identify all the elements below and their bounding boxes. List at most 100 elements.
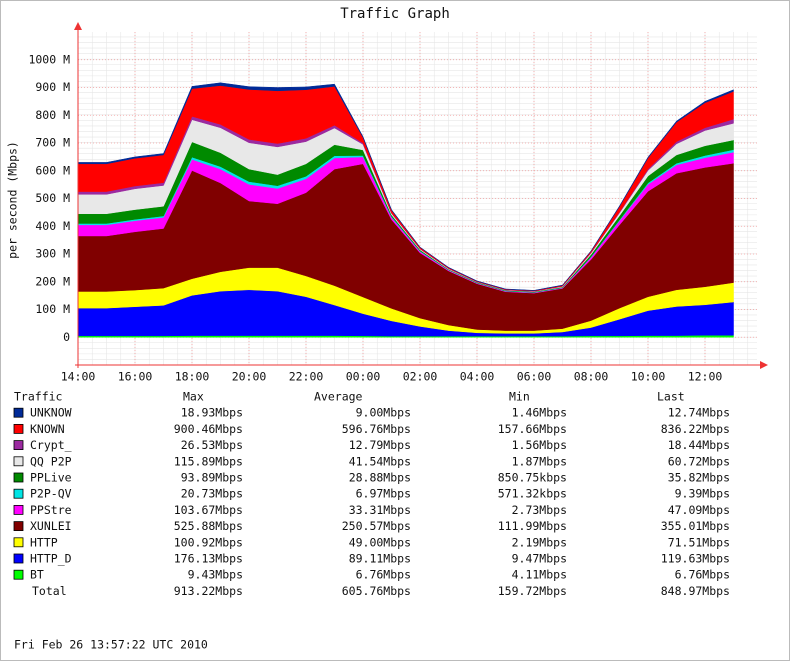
legend-label: BT [30, 568, 44, 582]
table-cell: 355.01Mbps [661, 519, 730, 533]
table-cell: 111.99Mbps [498, 519, 567, 533]
y-axis-label: per second (Mbps) [6, 141, 20, 259]
table-header: Traffic [14, 390, 62, 404]
x-tick-label: 02:00 [403, 370, 438, 384]
legend-swatch [13, 504, 24, 515]
table-cell: 850.75kbps [498, 471, 567, 485]
legend-swatch [13, 488, 24, 499]
y-tick-label: 800 M [35, 108, 70, 122]
table-cell: 89.11Mbps [349, 552, 411, 566]
table-header: Max [183, 390, 204, 404]
table-cell: 35.82Mbps [668, 471, 730, 485]
legend-label: P2P-QV [30, 487, 72, 501]
y-tick-label: 1000 M [28, 52, 70, 66]
x-tick-label: 10:00 [631, 370, 666, 384]
table-cell: 913.22Mbps [174, 584, 243, 598]
table-cell: 571.32kbps [498, 487, 567, 501]
table-cell: 9.47Mbps [512, 552, 567, 566]
area [77, 82, 734, 291]
table-cell: 93.89Mbps [181, 471, 243, 485]
table-cell: 12.74Mbps [668, 406, 730, 420]
y-tick-label: 900 M [35, 80, 70, 94]
table-cell: 250.57Mbps [342, 519, 411, 533]
y-tick-label: 600 M [35, 163, 70, 177]
table-cell: 157.66Mbps [498, 422, 567, 436]
table-cell: 12.79Mbps [349, 438, 411, 452]
legend-label: HTTP_D [30, 552, 72, 566]
table-cell: 900.46Mbps [174, 422, 243, 436]
legend-swatch [13, 569, 24, 580]
table-header: Average [314, 390, 363, 404]
y-tick-label: 0 [63, 330, 70, 344]
table-cell: 6.76Mbps [356, 568, 411, 582]
x-tick-label: 00:00 [346, 370, 381, 384]
x-tick-label: 16:00 [118, 370, 153, 384]
table-cell: 6.97Mbps [356, 487, 411, 501]
table-cell: 33.31Mbps [349, 503, 411, 517]
legend-swatch [13, 407, 24, 418]
legend-swatch [13, 440, 24, 451]
legend-label: QQ P2P [30, 454, 72, 468]
y-tick-label: 400 M [35, 219, 70, 233]
legend-label: KNOWN [30, 422, 65, 436]
y-tick-label: 200 M [35, 274, 70, 288]
table-cell: 2.73Mbps [512, 503, 567, 517]
table-cell: 9.39Mbps [675, 487, 730, 501]
table-cell: 1.46Mbps [512, 406, 567, 420]
legend-label: UNKNOW [30, 406, 72, 420]
table-cell: 836.22Mbps [661, 422, 730, 436]
table-header: Last [657, 390, 685, 404]
table-cell: 1.87Mbps [512, 454, 567, 468]
legend-table: Traffic Max Average Min Last UNKNOW 18.93Mbps 9… [13, 390, 730, 598]
table-cell: 6.76Mbps [675, 568, 730, 582]
areas [77, 82, 734, 338]
x-tick-label: 22:00 [289, 370, 324, 384]
table-cell: 28.88Mbps [349, 471, 411, 485]
table-cell: 159.72Mbps [498, 584, 567, 598]
table-cell: 605.76Mbps [342, 584, 411, 598]
table-cell: 115.89Mbps [174, 454, 243, 468]
table-cell: 2.19Mbps [512, 535, 567, 549]
legend-swatch [13, 472, 24, 483]
y-tick-label: 100 M [35, 302, 70, 316]
y-tick-label: 300 M [35, 247, 70, 261]
legend-label: PPLive [30, 471, 72, 485]
table-cell: 103.67Mbps [174, 503, 243, 517]
x-tick-label: 04:00 [460, 370, 495, 384]
arrow [760, 361, 768, 369]
total-label: Total [32, 584, 67, 598]
legend-swatch [13, 537, 24, 548]
axes: 0 100 M 200 M 300 M 400 M 500 M 600 M 700 M 800 … [28, 22, 768, 384]
table-cell: 596.76Mbps [342, 422, 411, 436]
legend-swatch [13, 456, 24, 467]
table-cell: 20.73Mbps [181, 487, 243, 501]
table-cell: 119.63Mbps [661, 552, 730, 566]
table-cell: 176.13Mbps [174, 552, 243, 566]
footer: Fri Feb 26 13:57:22 UTC 2010 [14, 638, 208, 652]
table-cell: 26.53Mbps [181, 438, 243, 452]
y-tick-label: 700 M [35, 136, 70, 150]
table-cell: 9.43Mbps [188, 568, 243, 582]
table-cell: 525.88Mbps [174, 519, 243, 533]
legend-label: PPStre [30, 503, 72, 517]
legend-swatch [13, 521, 24, 531]
chart-title: Traffic Graph [340, 6, 450, 22]
legend-swatch [13, 423, 24, 434]
table-cell: 4.11Mbps [512, 568, 567, 582]
legend-label: Crypt_ [30, 438, 72, 452]
arrow [74, 22, 82, 30]
x-tick-label: 20:00 [232, 370, 267, 384]
table-cell: 49.00Mbps [349, 535, 411, 549]
x-tick-label: 12:00 [688, 370, 723, 384]
legend-swatch [13, 553, 24, 564]
table-cell: 18.44Mbps [668, 438, 730, 452]
table-cell: 100.92Mbps [174, 535, 243, 549]
legend-label: XUNLEI [30, 519, 72, 533]
x-tick-label: 18:00 [175, 370, 210, 384]
table-cell: 9.00Mbps [356, 406, 411, 420]
table-cell: 60.72Mbps [668, 454, 730, 468]
table-cell: 848.97Mbps [661, 584, 730, 598]
table-cell: 41.54Mbps [349, 454, 411, 468]
legend-label: HTTP [30, 535, 58, 549]
